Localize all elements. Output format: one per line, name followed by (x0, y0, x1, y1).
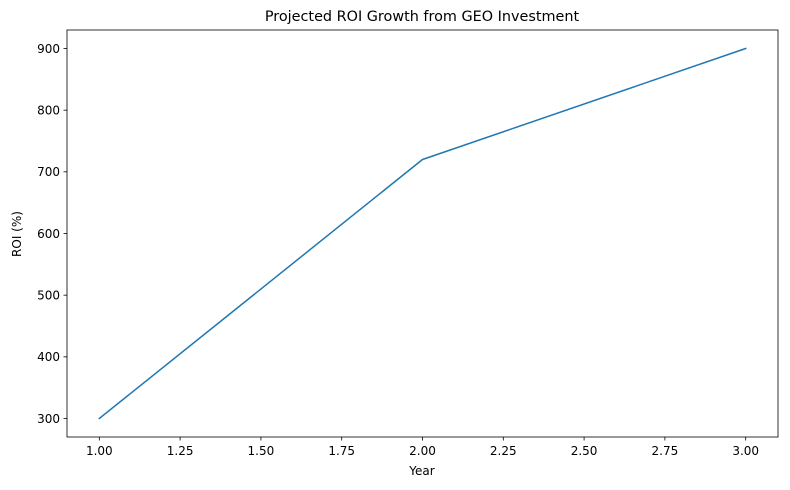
x-tick-label: 2.00 (409, 444, 436, 458)
y-axis-ticks: 300 400 500 600 700 800 900 (37, 42, 67, 426)
x-tick-label: 2.25 (490, 444, 517, 458)
x-axis-ticks: 1.00 1.25 1.50 1.75 2.00 2.25 2.50 2.75 3.00 (86, 437, 759, 458)
x-tick-label: 1.75 (328, 444, 355, 458)
x-tick-label: 1.00 (86, 444, 113, 458)
x-axis-label: Year (408, 464, 434, 478)
y-tick-label: 900 (37, 42, 60, 56)
y-tick-label: 300 (37, 412, 60, 426)
chart-title: Projected ROI Growth from GEO Investment (265, 9, 580, 25)
y-tick-label: 600 (37, 227, 60, 241)
y-tick-label: 400 (37, 350, 60, 364)
x-tick-label: 1.25 (167, 444, 194, 458)
series-line (98, 47, 747, 420)
y-tick-label: 700 (37, 165, 60, 179)
x-tick-label: 3.00 (732, 444, 759, 458)
x-tick-label: 2.50 (571, 444, 598, 458)
x-tick-label: 1.50 (248, 444, 275, 458)
x-tick-label: 2.75 (652, 444, 679, 458)
y-tick-label: 500 (37, 288, 60, 302)
y-axis-label: ROI (%) (10, 211, 24, 257)
y-tick-label: 800 (37, 103, 60, 117)
